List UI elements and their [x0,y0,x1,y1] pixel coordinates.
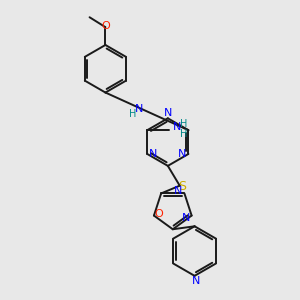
Text: H: H [180,129,187,139]
Text: S: S [178,180,186,193]
Text: N: N [164,108,172,118]
Text: N: N [178,149,187,159]
Text: N: N [149,149,158,159]
Text: N: N [191,276,200,286]
Text: N: N [135,104,143,114]
Text: N: N [173,122,182,132]
Text: H: H [129,109,137,119]
Text: H: H [180,119,187,129]
Text: N: N [182,212,190,223]
Text: O: O [101,21,110,31]
Text: N: N [174,186,183,197]
Text: O: O [154,208,163,219]
